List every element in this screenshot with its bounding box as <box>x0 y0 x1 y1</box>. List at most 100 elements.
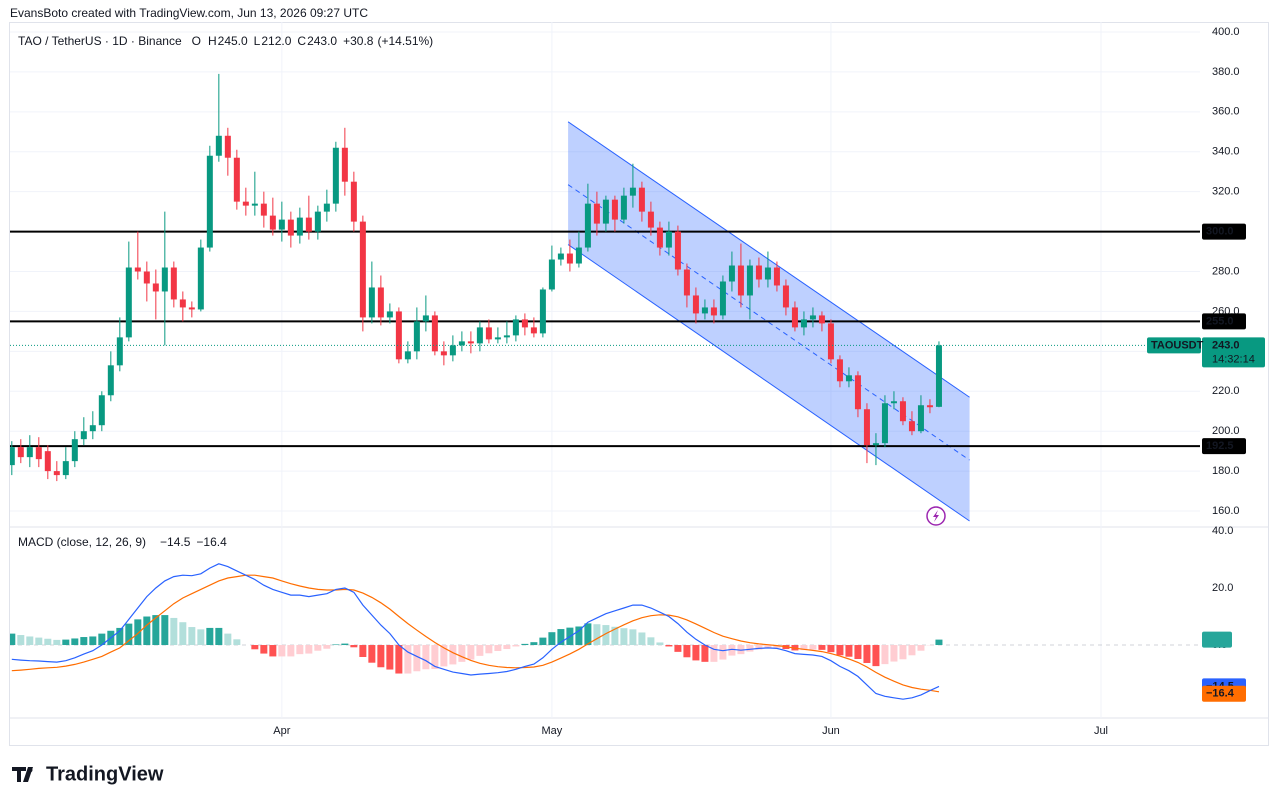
candle-body <box>161 267 168 292</box>
histogram-bar <box>521 643 529 646</box>
channel-lower <box>567 244 970 522</box>
candle-body <box>269 215 276 230</box>
candle-body <box>701 307 708 314</box>
histogram-bar <box>683 645 691 658</box>
candle-body <box>98 395 105 426</box>
signal-last-label: −16.4 <box>1206 688 1235 700</box>
candle-body <box>809 315 816 320</box>
histogram-bar <box>260 645 268 654</box>
candle-body <box>26 447 33 458</box>
candle-body <box>134 267 141 272</box>
histogram-bar <box>350 645 358 648</box>
histogram-bar <box>719 645 727 660</box>
legend-text: +30.8 <box>343 34 374 48</box>
y-tick-label: 360.0 <box>1212 106 1240 118</box>
y-tick-label: 200.0 <box>1212 425 1240 437</box>
candle-body <box>620 195 627 220</box>
legend-text: MACD (close, 12, 26, 9) <box>18 535 146 549</box>
candle-body <box>404 351 411 360</box>
candle-body <box>332 147 339 204</box>
histogram-bar <box>476 645 484 656</box>
candle-body <box>494 337 501 340</box>
candle-body <box>341 147 348 182</box>
histogram-bar <box>620 628 628 646</box>
signal-last-label-box <box>1202 685 1246 702</box>
histogram-bar <box>386 645 394 670</box>
candle-body <box>629 187 636 196</box>
candle-body <box>224 135 231 158</box>
candle-body <box>755 265 762 280</box>
candle-body <box>287 219 294 236</box>
candle-body <box>602 199 609 224</box>
y-tick-label: 180.0 <box>1212 465 1240 477</box>
candle-body <box>53 471 60 476</box>
legend-text: TAO / TetherUS · 1D · Binance <box>18 34 182 48</box>
level-label-box <box>1202 223 1246 240</box>
alert-icon[interactable] <box>926 506 946 526</box>
level-label: 192.5 <box>1206 440 1234 452</box>
y-tick-label: 160.0 <box>1212 505 1240 517</box>
attribution: EvansBoto created with TradingView.com, … <box>10 6 368 20</box>
y-tick-label: 320.0 <box>1212 186 1240 198</box>
candle-body <box>539 289 546 334</box>
histogram-bar <box>53 639 61 646</box>
price-pane <box>10 31 1200 522</box>
histogram-bar <box>152 615 160 646</box>
candle-body <box>476 327 483 344</box>
last-price-box <box>1202 337 1265 368</box>
histogram-bar <box>872 645 880 667</box>
brand-name: TradingView <box>46 763 164 785</box>
histogram-bar <box>809 645 817 650</box>
histogram-bar <box>377 645 385 668</box>
x-tick-label: Jul <box>1094 725 1108 737</box>
histogram-bar <box>206 627 214 646</box>
candle-body <box>485 327 492 340</box>
candle-body <box>899 401 906 422</box>
histogram-bar <box>764 645 772 649</box>
candle-body <box>863 409 870 446</box>
symbol-label-box <box>1147 337 1201 354</box>
candle-body <box>449 345 456 356</box>
histogram-bar <box>413 645 421 672</box>
candle-body <box>746 265 753 296</box>
histogram-bar <box>845 645 853 657</box>
legend-text: L <box>254 34 261 48</box>
legend-text: −14.5 <box>160 535 191 549</box>
candle-body <box>251 203 258 206</box>
histogram-bar <box>854 645 862 659</box>
histogram-bar <box>44 638 52 646</box>
histogram-bar <box>35 637 43 646</box>
histogram-bar <box>800 645 808 651</box>
histogram-bar <box>332 644 340 646</box>
histogram-bar <box>737 645 745 655</box>
histogram-bar <box>467 645 475 660</box>
histogram-bar <box>170 617 178 646</box>
candle-body <box>872 443 879 446</box>
histogram-bar <box>251 645 259 650</box>
legend-text: −16.4 <box>196 535 227 549</box>
candle-body <box>800 319 807 328</box>
histogram-bar <box>116 627 124 646</box>
legend-text: (+14.51%) <box>377 34 433 48</box>
histogram-bar <box>143 616 151 646</box>
histogram-bar <box>17 635 25 646</box>
candle-body <box>557 253 564 260</box>
x-tick-label: Apr <box>273 725 290 737</box>
candle-body <box>35 447 42 460</box>
y-tick-label: 340.0 <box>1212 146 1240 158</box>
histogram-bar <box>530 642 538 646</box>
histogram-bar <box>197 629 205 646</box>
brand-logo: TradingView <box>12 763 164 785</box>
histogram-bar <box>611 626 619 646</box>
candle-body <box>575 247 582 264</box>
candle-body <box>647 211 654 228</box>
candle-body <box>638 187 645 212</box>
histogram-bar <box>296 645 304 655</box>
histogram-bar <box>278 645 286 657</box>
histogram-bar <box>440 645 448 667</box>
histogram-bar <box>314 645 322 651</box>
histogram-bar <box>269 645 277 657</box>
histogram-bar <box>593 624 601 646</box>
